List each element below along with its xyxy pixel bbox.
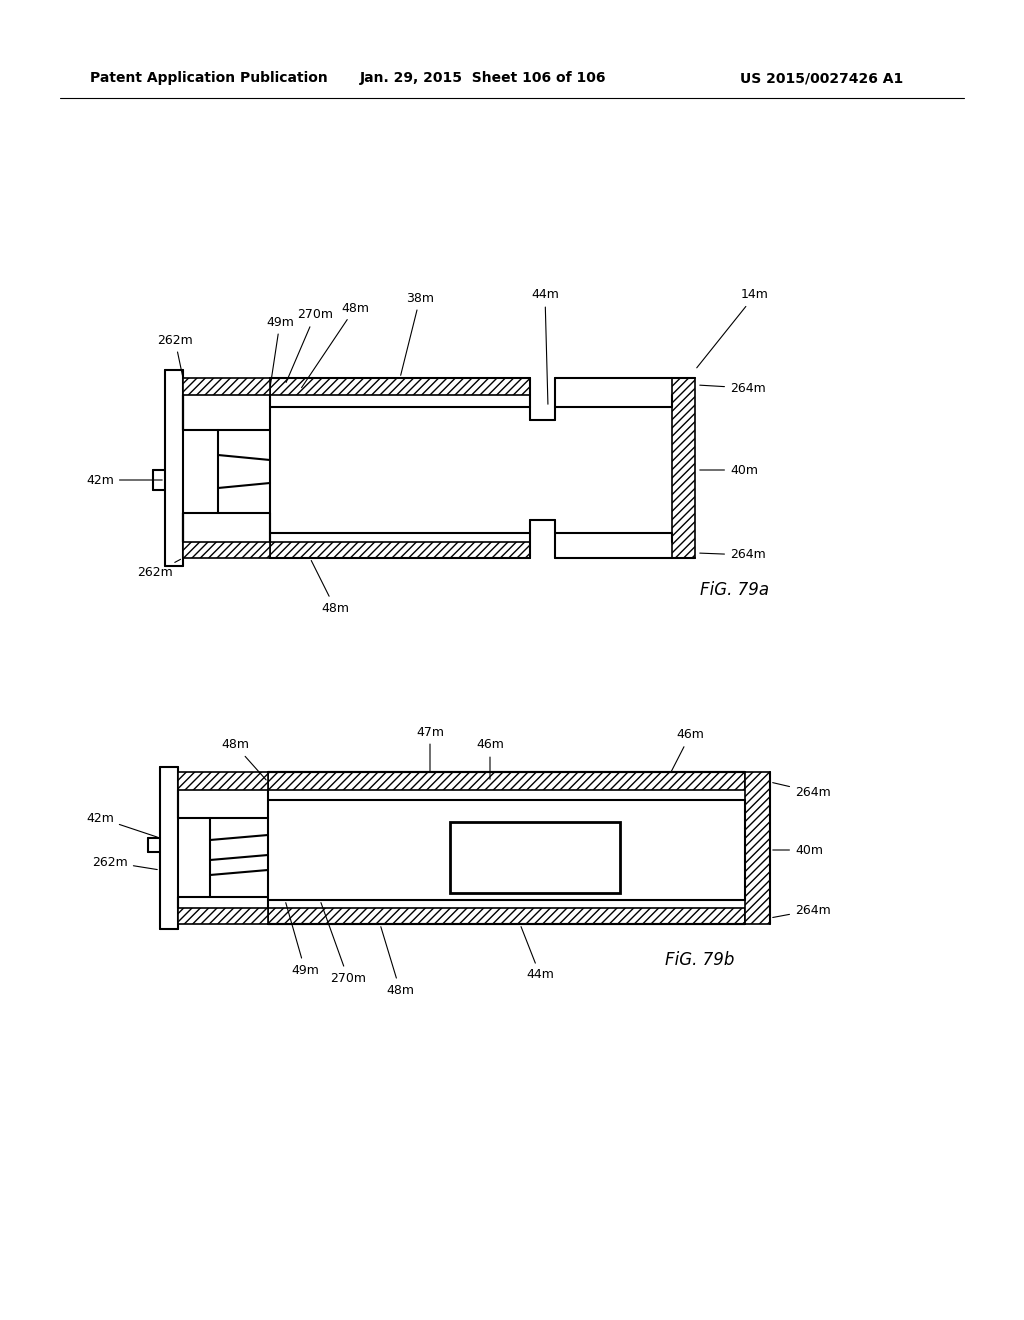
Bar: [183, 543, 270, 558]
Text: 46m: 46m: [476, 738, 504, 779]
Bar: [268, 908, 745, 924]
Text: 264m: 264m: [699, 549, 766, 561]
Text: 264m: 264m: [773, 903, 830, 917]
Text: 40m: 40m: [699, 463, 758, 477]
Text: US 2015/0027426 A1: US 2015/0027426 A1: [740, 71, 903, 84]
Text: 264m: 264m: [773, 783, 830, 799]
Text: 38m: 38m: [400, 292, 434, 375]
Bar: [178, 908, 268, 924]
Text: 40m: 40m: [773, 843, 823, 857]
Text: 262m: 262m: [92, 855, 158, 870]
Bar: [672, 378, 695, 558]
Text: FiG. 79b: FiG. 79b: [665, 950, 734, 969]
Bar: [178, 772, 268, 789]
Text: 262m: 262m: [137, 560, 180, 579]
Bar: [268, 772, 745, 789]
Text: 270m: 270m: [321, 903, 366, 985]
Text: 42m: 42m: [86, 474, 162, 487]
Text: 42m: 42m: [86, 812, 158, 837]
Text: 14m: 14m: [696, 289, 769, 368]
Bar: [183, 378, 270, 395]
Text: 48m: 48m: [301, 301, 369, 388]
Text: Patent Application Publication: Patent Application Publication: [90, 71, 328, 84]
Bar: [270, 543, 530, 558]
Text: 264m: 264m: [699, 381, 766, 395]
Text: 49m: 49m: [266, 315, 294, 385]
Text: 48m: 48m: [311, 561, 349, 615]
Text: 47m: 47m: [416, 726, 444, 771]
Text: 262m: 262m: [157, 334, 193, 375]
Text: 46m: 46m: [672, 729, 703, 771]
Text: 44m: 44m: [531, 289, 559, 404]
Bar: [270, 378, 530, 395]
Bar: [745, 772, 770, 924]
Bar: [450, 822, 620, 894]
Text: 48m: 48m: [381, 927, 414, 997]
Text: FiG. 79a: FiG. 79a: [700, 581, 769, 599]
Text: 44m: 44m: [521, 927, 554, 982]
Text: 270m: 270m: [286, 309, 333, 383]
Text: 49m: 49m: [286, 903, 318, 977]
Text: 48m: 48m: [221, 738, 266, 780]
Text: Jan. 29, 2015  Sheet 106 of 106: Jan. 29, 2015 Sheet 106 of 106: [360, 71, 606, 84]
